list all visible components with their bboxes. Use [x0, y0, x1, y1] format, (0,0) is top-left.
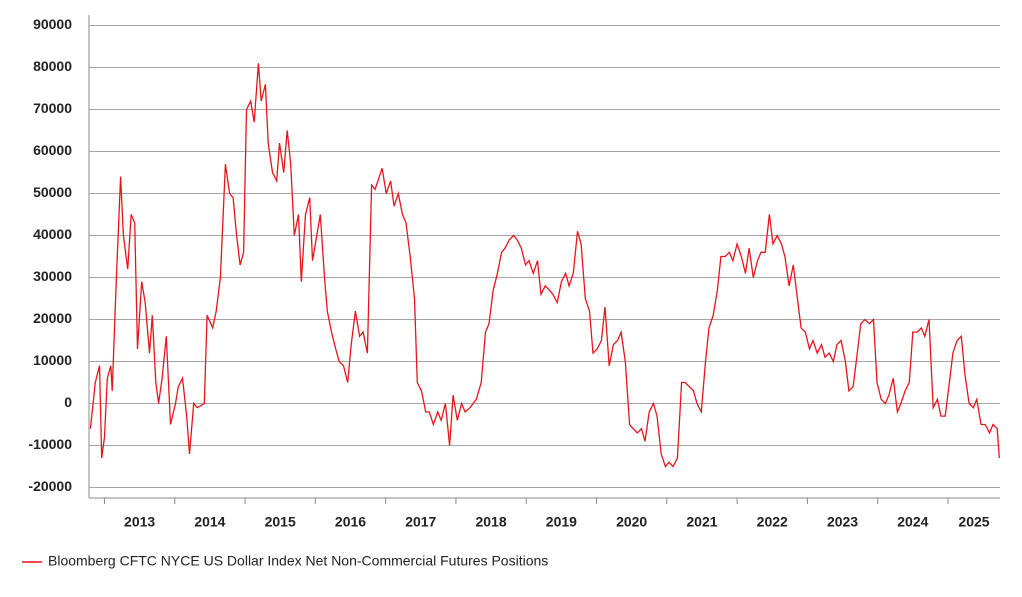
legend-label: Bloomberg CFTC NYCE US Dollar Index Net …	[48, 553, 548, 569]
x-tick-label: 2016	[335, 514, 366, 530]
y-tick-label: 80000	[33, 58, 72, 74]
x-tick-label: 2013	[124, 514, 155, 530]
y-tick-label: 50000	[33, 184, 72, 200]
x-tick-label: 2021	[686, 514, 717, 530]
x-tick-label: 2018	[475, 514, 506, 530]
x-tick-label: 2015	[265, 514, 296, 530]
x-tick-label: 2024	[897, 514, 928, 530]
x-tick-label: 2017	[405, 514, 436, 530]
data-line	[89, 63, 1000, 468]
y-tick-label: 30000	[33, 268, 72, 284]
y-tick-label: -10000	[28, 436, 72, 452]
x-tick-label: 2022	[757, 514, 788, 530]
y-tick-label: 70000	[33, 100, 72, 116]
y-tick-label: -20000	[28, 478, 72, 494]
x-tick-label: 2020	[616, 514, 647, 530]
y-tick-label: 0	[64, 394, 72, 410]
y-tick-label: 90000	[33, 16, 72, 32]
y-tick-label: 20000	[33, 310, 72, 326]
y-tick-label: 10000	[33, 352, 72, 368]
x-tick-label: 2014	[194, 514, 225, 530]
y-tick-label: 40000	[33, 226, 72, 242]
y-tick-label: 60000	[33, 142, 72, 158]
x-tick-label: 2019	[546, 514, 577, 530]
x-tick-label: 2025	[958, 514, 989, 530]
x-tick-label: 2023	[827, 514, 858, 530]
